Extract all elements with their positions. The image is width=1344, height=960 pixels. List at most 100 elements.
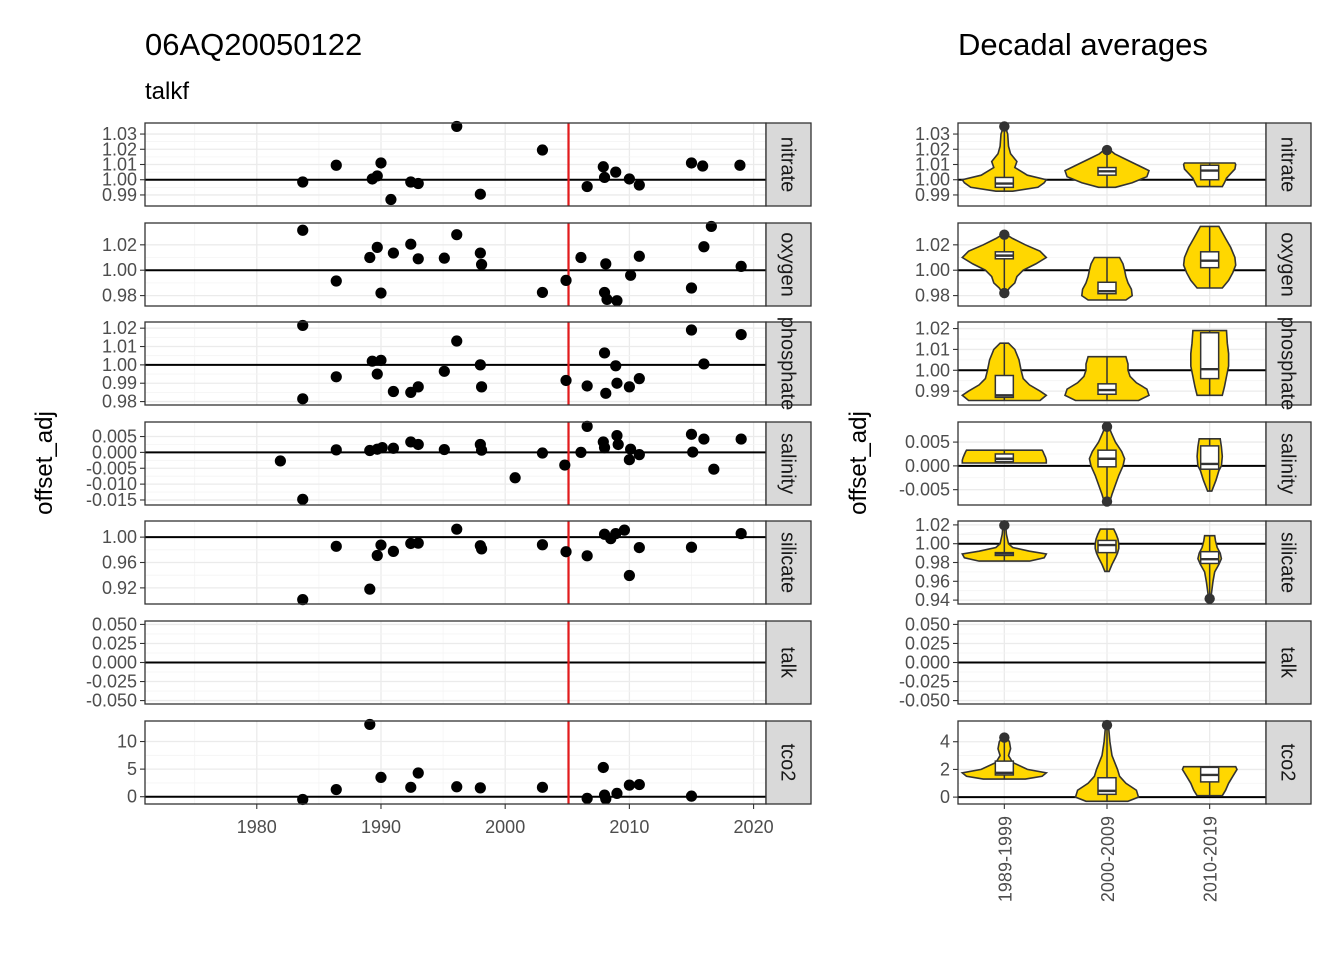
panel-strip-label: tco2 <box>1277 744 1299 782</box>
y-tick-label: 1.02 <box>102 235 137 255</box>
y-tick-label: 1.02 <box>915 515 950 535</box>
y-tick-label: 1.00 <box>915 534 950 554</box>
x-tick-label: 2000 <box>485 817 525 837</box>
data-point <box>581 792 593 804</box>
panel-strip-label: oxygen <box>1277 232 1299 297</box>
right-y-axis-label: offset_adj <box>845 411 872 515</box>
scatter-panel-nitrate: 0.991.001.011.021.03 nitrate <box>102 120 812 207</box>
data-point <box>598 347 611 359</box>
data-point <box>330 275 342 287</box>
panel-strip-label: salinity <box>777 433 799 494</box>
data-point <box>625 443 637 455</box>
data-point <box>575 446 587 458</box>
data-point <box>698 241 710 253</box>
outlier-point <box>999 229 1010 240</box>
data-point <box>581 420 593 432</box>
data-point <box>633 373 645 385</box>
y-tick-label: 0.98 <box>102 392 137 412</box>
data-point <box>375 287 387 299</box>
y-tick-label: 0.99 <box>915 185 950 205</box>
data-point <box>297 594 309 606</box>
y-tick-label: 1.00 <box>915 260 950 280</box>
data-point <box>600 387 612 399</box>
data-point <box>330 444 342 456</box>
data-point <box>560 546 572 558</box>
y-tick-label: 0 <box>127 787 137 807</box>
panel-strip <box>1265 421 1312 506</box>
data-point <box>475 444 488 456</box>
data-point <box>597 761 609 774</box>
data-point <box>708 463 720 475</box>
data-point <box>581 180 593 193</box>
violin-panel-salinity: -0.005 0.000 0.005 salinity <box>899 421 1312 507</box>
x-tick-label: 1990 <box>361 817 401 837</box>
panel-strip-label: phosphate <box>777 317 799 410</box>
data-point <box>536 781 549 793</box>
panel-strip <box>765 620 812 705</box>
data-point <box>412 767 424 779</box>
violin-panel-tco2: 0 2 4 tco2 <box>940 719 1312 807</box>
data-point <box>610 528 622 540</box>
box-iqr <box>1097 539 1117 554</box>
data-point <box>366 355 378 367</box>
data-point <box>612 438 624 451</box>
y-tick-label: 0.000 <box>905 456 950 476</box>
data-point <box>698 433 710 445</box>
data-point <box>735 528 747 540</box>
data-point <box>451 335 463 347</box>
y-tick-label: 0 <box>940 787 950 807</box>
data-point <box>623 779 635 791</box>
data-point <box>536 447 549 459</box>
y-tick-label: 1.02 <box>102 139 137 159</box>
data-point <box>618 524 631 536</box>
y-tick-label: 1.00 <box>915 170 950 190</box>
panel-strip <box>1265 122 1312 207</box>
y-tick-label: 1.02 <box>915 139 950 159</box>
y-tick-label: 0.98 <box>915 553 950 573</box>
data-point <box>559 459 571 471</box>
y-tick-label: -0.050 <box>86 691 137 711</box>
data-point <box>330 371 342 383</box>
data-point <box>412 438 424 451</box>
panel-strip <box>765 122 812 207</box>
y-tick-label: 1.02 <box>915 235 950 255</box>
scatter-panel-oxygen: 0.98 1.00 1.02 oxygen <box>102 220 812 307</box>
y-tick-label: 4 <box>940 732 950 752</box>
violin-panel-silicate: 0.940.960.981.001.02 silicate <box>915 515 1312 610</box>
data-point <box>581 550 593 562</box>
outlier-point <box>1101 421 1113 433</box>
panel-strip <box>765 321 812 406</box>
y-tick-label: 5 <box>127 759 137 779</box>
outlier-point <box>999 520 1010 531</box>
data-point <box>633 250 645 262</box>
panel-strip-label: silicate <box>1277 532 1299 593</box>
data-point <box>623 454 635 466</box>
x-tick-label: 2020 <box>734 817 774 837</box>
y-tick-label: 0.96 <box>102 553 137 573</box>
data-point <box>371 368 383 380</box>
data-point <box>405 781 417 793</box>
chart-title: 06AQ20050122 <box>145 27 362 62</box>
y-tick-label: 1.00 <box>102 527 137 547</box>
y-tick-label: 0.050 <box>905 614 950 634</box>
panel-strip-label: talk <box>1277 647 1299 679</box>
y-tick-label: 0.96 <box>915 571 950 591</box>
y-tick-label: -0.005 <box>86 458 137 478</box>
data-point <box>375 354 387 366</box>
data-point <box>575 251 587 264</box>
y-tick-label: 0.050 <box>92 614 137 634</box>
y-tick-label: 1.03 <box>102 124 137 144</box>
data-point <box>474 359 486 371</box>
chart-subtitle: talkf <box>145 78 189 105</box>
data-point <box>536 286 549 299</box>
data-point <box>685 324 698 336</box>
data-point <box>330 159 342 171</box>
data-point <box>412 253 424 265</box>
panel-strip-label: tco2 <box>777 744 799 782</box>
box-iqr <box>1097 281 1117 295</box>
y-tick-label: 0.005 <box>905 432 950 452</box>
outlier-point <box>1101 719 1113 731</box>
data-point <box>697 160 709 172</box>
